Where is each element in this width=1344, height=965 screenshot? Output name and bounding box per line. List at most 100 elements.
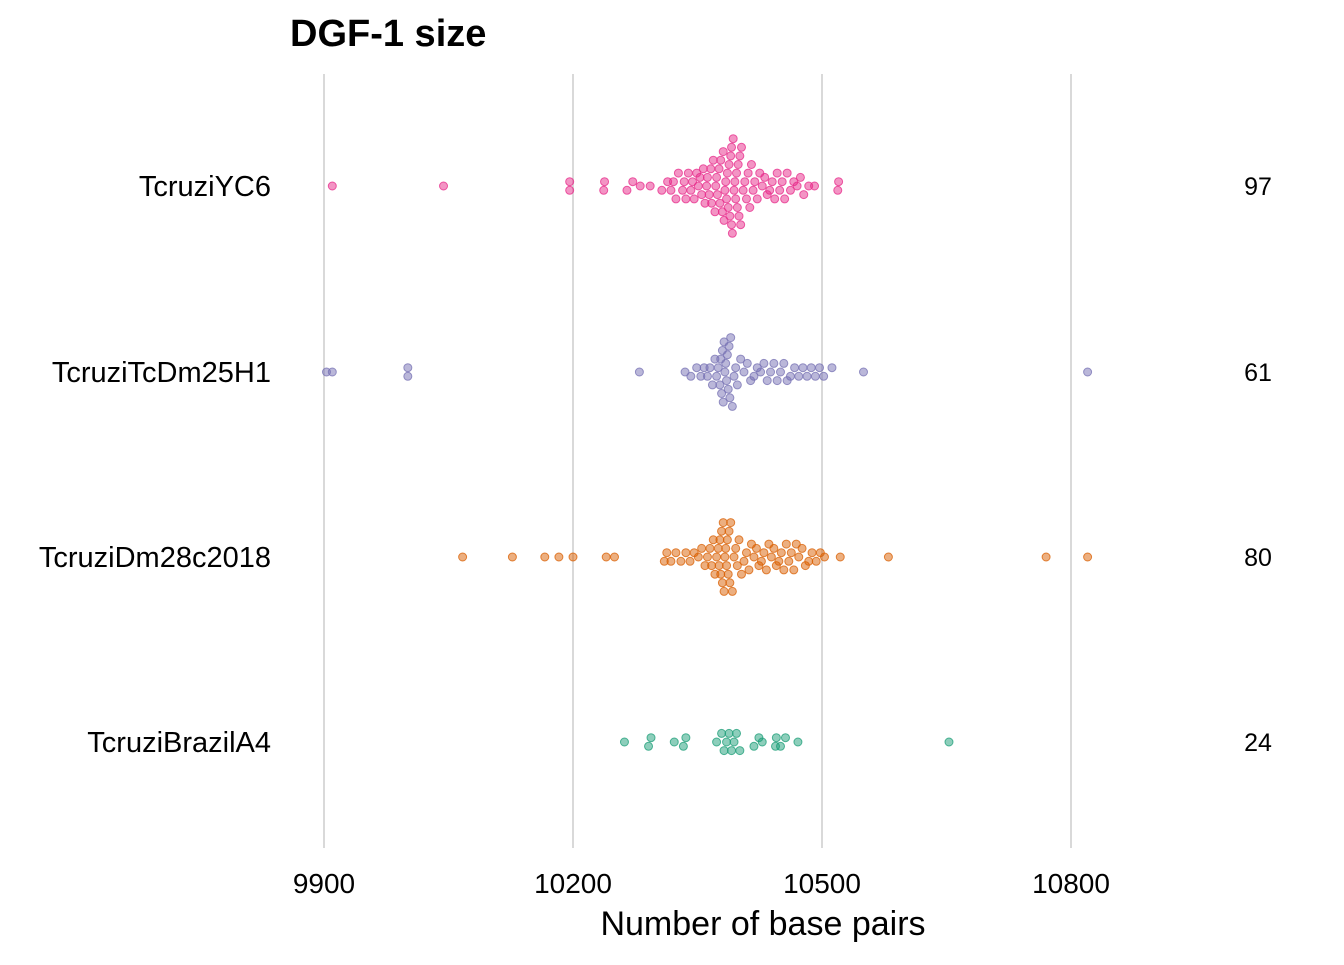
data-point [725, 393, 735, 403]
data-point [735, 151, 745, 161]
data-point [724, 160, 734, 169]
data-point [565, 177, 575, 187]
data-point [727, 228, 737, 238]
data-point [732, 380, 742, 390]
data-point [793, 737, 803, 747]
grid-lines [323, 74, 1072, 848]
data-point [679, 177, 689, 187]
data-point [769, 358, 779, 368]
data-point [724, 526, 734, 536]
category-labels: TcruziYC6 TcruziTcDm25H1 TcruziDm28c2018 Tc… [39, 171, 271, 759]
data-point [751, 543, 761, 553]
data-point [705, 543, 715, 553]
data-point [722, 194, 732, 204]
data-point [776, 741, 785, 751]
data-point [731, 194, 741, 204]
category-label: TcruziDm28c2018 [39, 542, 271, 574]
data-point [756, 367, 766, 377]
data-point [757, 737, 767, 747]
data-point [781, 539, 791, 549]
data-point [671, 548, 681, 558]
data-point [775, 185, 785, 195]
data-point [327, 367, 337, 377]
data-point [601, 552, 611, 562]
data-point [724, 728, 734, 738]
data-point [723, 384, 733, 394]
data-point [739, 556, 749, 566]
category-label: TcruziTcDm25H1 [52, 357, 271, 389]
data-point [827, 363, 837, 373]
series-points-TcruziBrazilA4 [619, 728, 954, 756]
data-point [695, 172, 705, 182]
data-point [727, 746, 737, 756]
data-point [725, 578, 735, 588]
data-point [835, 552, 845, 562]
data-point [741, 194, 751, 204]
data-point [714, 164, 724, 174]
data-point [784, 556, 794, 566]
data-point [944, 737, 954, 747]
data-point [752, 194, 762, 204]
data-point [327, 181, 337, 191]
data-point [794, 371, 804, 381]
data-point [786, 548, 796, 558]
data-point [716, 155, 726, 165]
data-point [708, 155, 718, 165]
data-point [715, 380, 725, 390]
data-point [727, 401, 737, 411]
data-point [662, 548, 672, 558]
data-point [712, 190, 722, 200]
category-label: TcruziBrazilA4 [87, 727, 271, 759]
x-tick-label: 10800 [1032, 868, 1110, 899]
data-point [729, 371, 739, 381]
data-point [749, 371, 759, 381]
data-point [766, 552, 776, 562]
data-point [794, 552, 804, 562]
data-point [702, 181, 712, 191]
data-point [833, 185, 843, 195]
data-point [710, 207, 720, 217]
data-point [628, 177, 638, 187]
data-point [765, 185, 775, 195]
data-point [804, 556, 814, 566]
data-point [779, 358, 789, 368]
data-point [762, 376, 772, 386]
data-point [599, 185, 609, 195]
data-point [834, 177, 844, 187]
count-label: 61 [1244, 359, 1272, 387]
data-point [789, 565, 799, 575]
data-point [810, 371, 820, 381]
data-point [722, 561, 732, 571]
data-point [722, 737, 732, 747]
data-point [719, 586, 729, 596]
data-point [718, 397, 728, 407]
data-point [733, 160, 743, 169]
data-point [683, 168, 693, 178]
data-point [769, 543, 779, 553]
data-point [790, 363, 800, 373]
data-point [726, 333, 736, 343]
series-points-TcruziYC6 [327, 134, 844, 238]
data-point [673, 168, 683, 178]
data-point [767, 177, 777, 187]
data-points [321, 134, 1093, 756]
data-point [712, 737, 722, 747]
data-point [776, 548, 786, 558]
data-point [806, 363, 816, 373]
data-point [705, 363, 715, 373]
data-point [782, 168, 792, 178]
count-label: 97 [1244, 173, 1272, 201]
data-point [568, 552, 578, 562]
data-point [723, 203, 733, 212]
data-point [403, 371, 413, 381]
data-point [766, 367, 776, 377]
data-point [718, 518, 728, 528]
data-point [732, 168, 742, 178]
data-point [716, 569, 726, 579]
data-point [697, 543, 707, 553]
count-label: 80 [1244, 544, 1272, 572]
data-point [819, 552, 829, 562]
data-point [745, 203, 755, 212]
data-point [810, 181, 820, 191]
